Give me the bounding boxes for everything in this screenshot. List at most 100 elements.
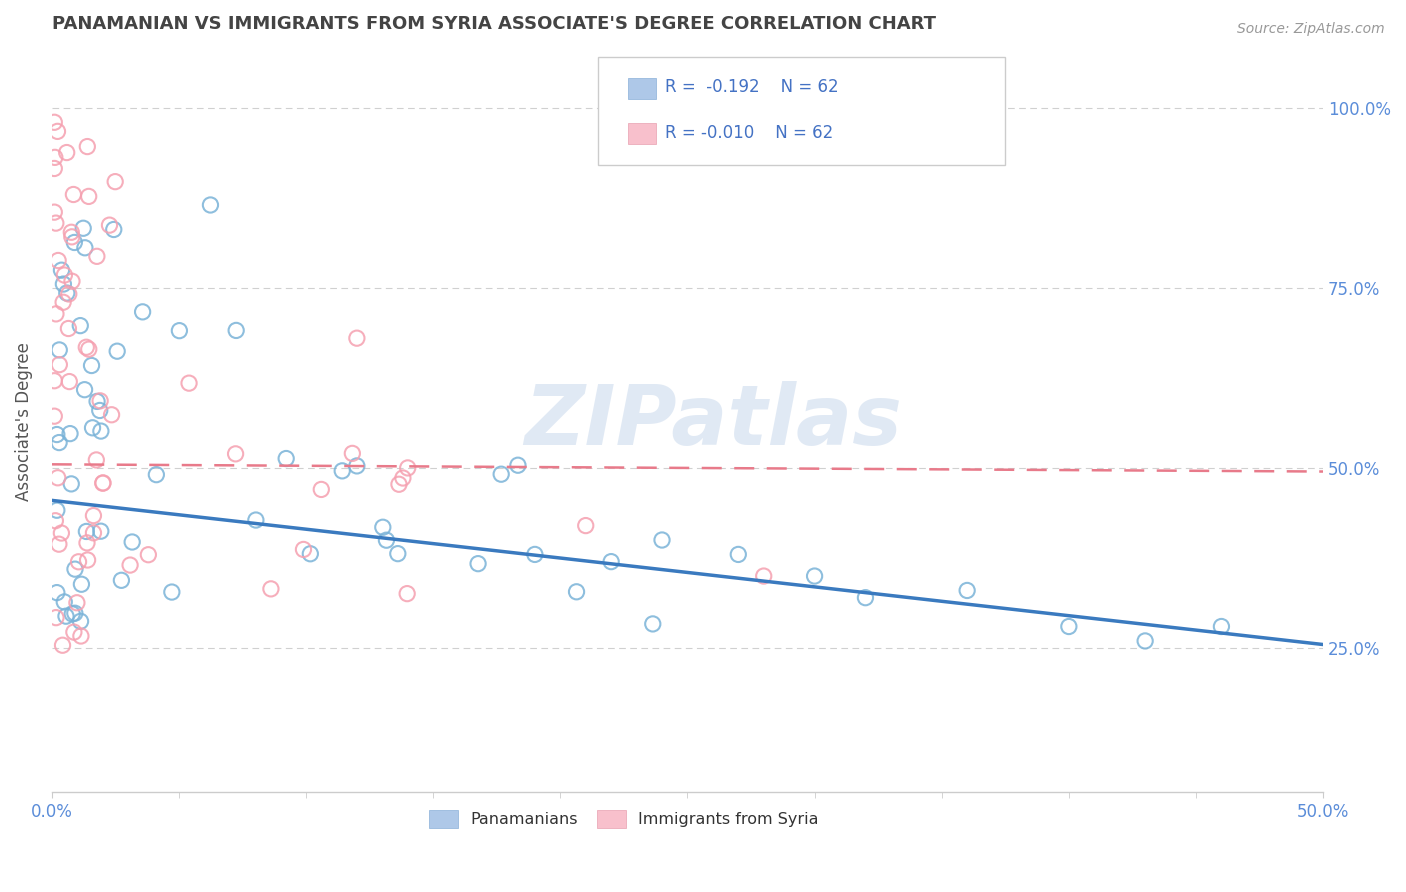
Point bbox=[346, 331, 368, 345]
Point bbox=[45, 610, 67, 624]
Point bbox=[44, 409, 66, 424]
Point bbox=[75, 340, 97, 354]
Point bbox=[46, 253, 69, 268]
Point bbox=[276, 451, 298, 466]
Point bbox=[392, 471, 415, 485]
Point bbox=[60, 476, 83, 491]
Point bbox=[1057, 619, 1080, 633]
Point bbox=[60, 230, 83, 244]
Point bbox=[76, 536, 98, 550]
Point bbox=[75, 524, 97, 539]
Point bbox=[600, 555, 623, 569]
Point bbox=[44, 161, 66, 176]
Y-axis label: Associate's Degree: Associate's Degree bbox=[15, 342, 32, 500]
Point bbox=[52, 295, 75, 310]
Point bbox=[120, 558, 142, 572]
Point bbox=[63, 562, 86, 576]
Point bbox=[53, 268, 76, 282]
Point bbox=[90, 424, 112, 438]
Point bbox=[86, 453, 108, 467]
Point bbox=[48, 435, 70, 450]
Point bbox=[58, 321, 80, 335]
Point bbox=[45, 427, 67, 442]
Point bbox=[956, 583, 979, 598]
Point bbox=[77, 189, 100, 203]
Point bbox=[565, 584, 588, 599]
Point bbox=[86, 394, 108, 409]
Text: R =  -0.192    N = 62: R = -0.192 N = 62 bbox=[665, 78, 838, 96]
Point bbox=[225, 323, 247, 337]
Point bbox=[311, 483, 333, 497]
Point bbox=[1211, 619, 1233, 633]
Point bbox=[82, 508, 104, 523]
Point bbox=[80, 359, 103, 373]
Point bbox=[169, 324, 191, 338]
Point bbox=[70, 577, 93, 591]
Point bbox=[225, 447, 247, 461]
Point bbox=[82, 421, 104, 435]
Point bbox=[506, 458, 529, 473]
Point bbox=[46, 124, 69, 138]
Point bbox=[855, 591, 877, 605]
Point bbox=[60, 225, 83, 239]
Point bbox=[103, 222, 125, 236]
Point bbox=[1133, 634, 1156, 648]
Point bbox=[73, 241, 96, 255]
Point bbox=[245, 513, 267, 527]
Point bbox=[91, 476, 114, 491]
FancyBboxPatch shape bbox=[599, 57, 1005, 165]
Point bbox=[70, 629, 93, 643]
Point bbox=[89, 393, 111, 408]
Point bbox=[45, 503, 67, 517]
Point bbox=[86, 249, 108, 263]
Point bbox=[44, 150, 66, 164]
Point bbox=[260, 582, 283, 596]
Point bbox=[62, 187, 84, 202]
Text: R = -0.010    N = 62: R = -0.010 N = 62 bbox=[665, 124, 832, 142]
FancyBboxPatch shape bbox=[627, 78, 655, 99]
Point bbox=[76, 139, 98, 153]
Point bbox=[73, 383, 96, 397]
Point bbox=[396, 461, 419, 475]
Text: Source: ZipAtlas.com: Source: ZipAtlas.com bbox=[1237, 22, 1385, 37]
Point bbox=[55, 609, 77, 624]
Point bbox=[66, 596, 89, 610]
Point bbox=[371, 520, 394, 534]
Point bbox=[98, 218, 121, 232]
Point bbox=[467, 557, 489, 571]
Point bbox=[160, 585, 183, 599]
Point bbox=[44, 205, 66, 219]
Point bbox=[200, 198, 222, 212]
Point bbox=[69, 615, 91, 629]
Point bbox=[177, 376, 200, 391]
Point bbox=[48, 537, 70, 551]
Point bbox=[52, 277, 75, 291]
Point bbox=[53, 595, 76, 609]
Point bbox=[58, 287, 80, 301]
Point bbox=[651, 533, 673, 547]
Point bbox=[72, 221, 94, 235]
Point bbox=[60, 274, 83, 288]
Point bbox=[105, 344, 128, 359]
Legend: Panamanians, Immigrants from Syria: Panamanians, Immigrants from Syria bbox=[420, 802, 827, 837]
FancyBboxPatch shape bbox=[627, 123, 655, 145]
Point bbox=[82, 525, 104, 540]
Point bbox=[752, 569, 775, 583]
Point bbox=[46, 471, 69, 485]
Point bbox=[388, 477, 411, 491]
Point bbox=[67, 555, 90, 569]
Point bbox=[60, 607, 83, 621]
Point bbox=[110, 574, 132, 588]
Point bbox=[44, 115, 66, 129]
Text: ZIPatlas: ZIPatlas bbox=[524, 381, 901, 461]
Point bbox=[145, 467, 167, 482]
Point bbox=[69, 318, 91, 333]
Point bbox=[523, 548, 546, 562]
Text: PANAMANIAN VS IMMIGRANTS FROM SYRIA ASSOCIATE'S DEGREE CORRELATION CHART: PANAMANIAN VS IMMIGRANTS FROM SYRIA ASSO… bbox=[52, 15, 936, 33]
Point bbox=[63, 625, 86, 640]
Point bbox=[58, 375, 80, 389]
Point bbox=[45, 307, 67, 321]
Point bbox=[727, 548, 749, 562]
Point bbox=[342, 446, 364, 460]
Point bbox=[48, 358, 70, 372]
